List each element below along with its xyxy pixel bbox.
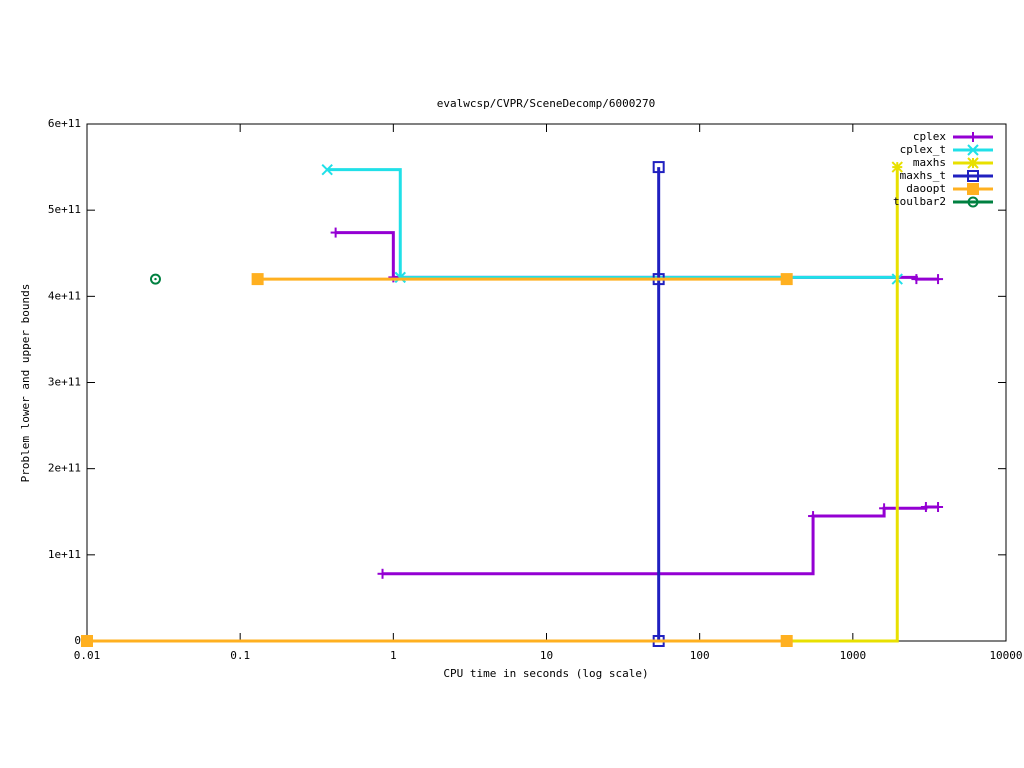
marker	[920, 502, 931, 513]
marker	[967, 144, 979, 156]
legend-label: cplex_t	[900, 143, 946, 156]
series-line	[87, 277, 787, 643]
y-tick-label: 2e+11	[48, 462, 81, 475]
marker-part	[780, 635, 793, 647]
marker-part	[81, 635, 93, 647]
x-tick-label: 100	[690, 649, 710, 662]
marker	[967, 157, 979, 169]
marker	[891, 161, 903, 173]
marker-part	[971, 200, 975, 204]
x-tick-label: 10	[540, 649, 553, 662]
series-line	[327, 168, 899, 280]
chart-title: evalwcsp/CVPR/SceneDecomp/6000270	[437, 97, 656, 110]
y-axis-label: Problem lower and upper bounds	[19, 284, 32, 483]
x-tick-label: 1	[390, 649, 397, 662]
marker-part	[149, 273, 161, 285]
marker	[330, 227, 341, 238]
marker	[377, 568, 388, 579]
y-tick-label: 0	[74, 634, 81, 647]
marker-part	[967, 183, 979, 195]
marker	[251, 273, 264, 286]
marker	[967, 170, 979, 182]
x-tick-label: 1000	[840, 649, 867, 662]
marker-part	[967, 157, 979, 169]
y-tick-label: 4e+11	[48, 289, 81, 302]
series-line	[87, 167, 899, 643]
plot-frame	[86, 123, 1007, 642]
marker-part	[652, 161, 665, 174]
y-tick-label: 5e+11	[48, 203, 81, 216]
marker-part	[967, 144, 979, 156]
marker	[933, 274, 944, 285]
marker	[652, 161, 665, 174]
marker-part	[780, 273, 793, 286]
y-tick-label: 1e+11	[48, 548, 81, 561]
marker	[321, 163, 333, 176]
legend-label: maxhs	[913, 156, 946, 169]
legend-label: cplex	[913, 130, 946, 143]
marker-part	[251, 273, 264, 286]
marker	[933, 502, 944, 513]
marker	[968, 132, 978, 142]
legend-label: toulbar2	[893, 195, 946, 208]
marker	[967, 196, 979, 208]
legend-label: daoopt	[906, 182, 946, 195]
marker	[388, 272, 399, 283]
series-line	[335, 231, 939, 576]
marker	[911, 274, 922, 285]
marker-part	[321, 163, 333, 176]
marker	[967, 183, 979, 195]
x-tick-label: 0.01	[74, 649, 101, 662]
marker	[808, 511, 819, 522]
x-tick-label: 10000	[989, 649, 1022, 662]
marker	[149, 273, 161, 285]
marker	[394, 271, 406, 284]
marker-part	[154, 277, 157, 281]
marker	[780, 635, 793, 647]
x-axis-label: CPU time in seconds (log scale)	[443, 667, 648, 680]
marker-part	[891, 161, 903, 173]
marker-part	[394, 271, 406, 284]
x-tick-label: 0.1	[230, 649, 250, 662]
marker-part	[967, 196, 979, 208]
marker	[879, 503, 890, 514]
legend-label: maxhs_t	[900, 169, 946, 182]
marker-part	[967, 170, 979, 182]
marker	[780, 273, 793, 286]
marker	[81, 635, 93, 647]
y-tick-label: 6e+11	[48, 117, 81, 130]
y-tick-label: 3e+11	[48, 376, 81, 389]
